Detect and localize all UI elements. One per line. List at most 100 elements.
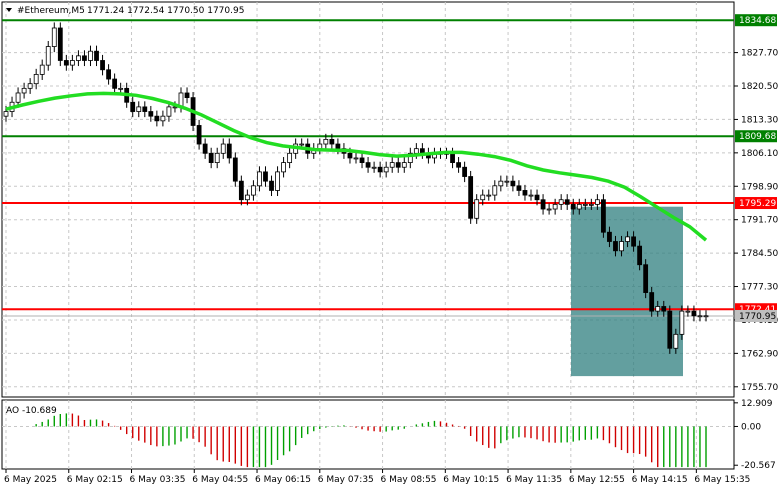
candle-body (118, 87, 124, 90)
candles (3, 22, 709, 354)
indicator-panel[interactable] (1, 399, 735, 470)
candle-body (486, 194, 492, 197)
candle-body (377, 166, 383, 173)
candle-body (522, 190, 528, 196)
candle-body (534, 194, 540, 201)
candle-body (130, 101, 136, 112)
level-tag-label: 1795.29 (739, 199, 776, 209)
candle-body (112, 78, 118, 89)
candle-body (232, 157, 238, 182)
candle-body (63, 60, 69, 66)
level-tag-label: 1834.68 (739, 16, 776, 26)
ao-tick-label: -20.567 (741, 461, 776, 471)
candle-body (299, 143, 305, 146)
time-axis[interactable]: 6 May 2025 6 May 02:15 6 May 03:35 6 May 04… (4, 469, 750, 485)
price-axis[interactable]: 1827.70 1820.50 1813.30 1806.10 1798.90 1791.… (734, 14, 778, 393)
candle-body (383, 166, 389, 173)
price-tick-label: 1791.70 (741, 216, 778, 226)
candle-body (643, 264, 649, 293)
time-tick-label: 6 May 06:15 (255, 475, 311, 485)
candle-body (45, 46, 51, 66)
candle-body (576, 203, 582, 210)
ao-tick-label: 0.00 (741, 422, 761, 432)
time-tick-label: 6 May 04:55 (192, 475, 248, 485)
level-tag (735, 130, 777, 143)
candle-body (413, 148, 419, 154)
candle-body (263, 171, 268, 182)
candle-body (456, 162, 461, 168)
candle-body (142, 106, 148, 112)
time-tick-label: 6 May 08:55 (381, 475, 437, 485)
candle-body (601, 199, 606, 233)
candle-body (160, 115, 166, 122)
candle-body (220, 143, 226, 154)
time-tick-label: 6 May 10:15 (443, 475, 499, 485)
level-tag-label: 1809.68 (739, 132, 776, 142)
moving-average (5, 91, 708, 242)
candle-body (323, 138, 329, 145)
candle-body (172, 106, 178, 109)
price-tick-label: 1806.10 (741, 149, 778, 159)
candle-body (462, 166, 468, 177)
candle-body (166, 106, 172, 117)
candle-body (136, 106, 142, 112)
candle-body (703, 315, 709, 318)
candle-body (570, 203, 576, 210)
time-tick-label: 6 May 12:55 (569, 475, 625, 485)
ao-axis[interactable]: 12.909 0.00 -20.567 (734, 399, 776, 471)
candle-body (226, 143, 232, 159)
candle-body (69, 60, 75, 66)
candle-body (498, 180, 504, 187)
candle-body (649, 292, 655, 312)
candle-body (244, 194, 250, 201)
candle-body (281, 162, 286, 173)
candle-body (100, 60, 105, 71)
candle-body (208, 152, 214, 163)
candle-body (673, 333, 679, 349)
price-tick-label: 1813.30 (741, 115, 778, 125)
zone-box (571, 206, 683, 377)
candle-body (347, 152, 353, 159)
candle-body (154, 115, 160, 122)
candle-body (480, 194, 486, 201)
ao-tick-label: 12.909 (741, 399, 773, 409)
candle-body (395, 162, 401, 168)
candle-body (335, 143, 341, 150)
candle-body (21, 87, 27, 94)
candle-body (39, 64, 45, 75)
candle-body (251, 185, 256, 196)
candle-body (516, 185, 522, 191)
symbol-dropdown-icon[interactable] (6, 8, 12, 12)
candle-body (528, 194, 534, 197)
candle-body (607, 231, 612, 242)
candle-body (214, 152, 220, 163)
candle-body (389, 162, 395, 168)
time-tick-label: 6 May 14:15 (632, 475, 688, 485)
candle-body (625, 236, 630, 242)
candle-body (202, 143, 208, 154)
level-tag-label: 1770.95 (739, 312, 776, 322)
candle-body (504, 180, 510, 183)
candle-body (637, 245, 643, 266)
candle-body (82, 55, 87, 61)
candle-body (329, 138, 335, 145)
candle-body (106, 69, 111, 80)
candle-body (631, 236, 636, 247)
candle-body (94, 50, 99, 61)
price-tick-label: 1762.90 (741, 349, 778, 359)
candle-body (552, 203, 558, 210)
candle-body (540, 199, 546, 210)
candle-body (76, 55, 81, 61)
grid (2, 2, 734, 469)
candle-body (371, 166, 377, 169)
candle-body (679, 310, 685, 335)
time-tick-label: 6 May 2025 (4, 475, 57, 485)
ma-line (5, 91, 708, 242)
candle-body (27, 83, 33, 89)
symbol-title: #Ethereum,M5 (17, 6, 85, 16)
level-tag (735, 14, 777, 27)
price-tick-label: 1784.50 (741, 249, 778, 259)
candle-body (685, 310, 691, 313)
candle-body (582, 203, 588, 206)
